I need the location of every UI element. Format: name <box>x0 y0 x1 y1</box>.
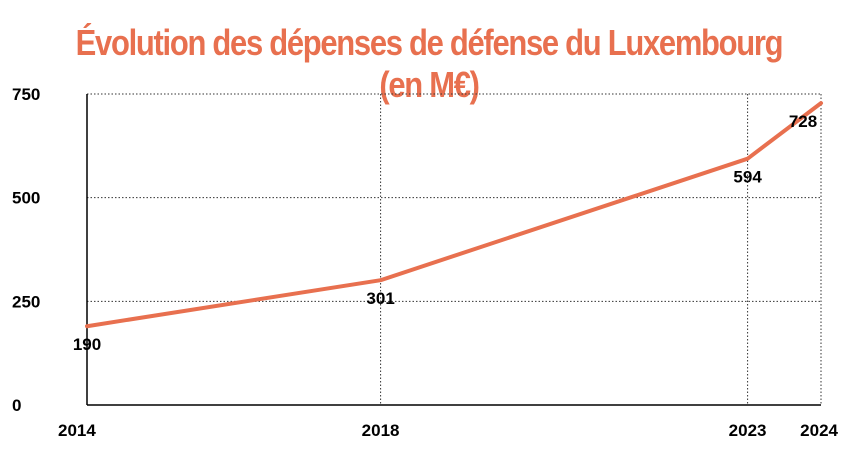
chart-title: Évolution des dépenses de défense du Lux… <box>75 22 784 105</box>
x-tick-labels: 2014 2018 2023 2024 <box>58 421 839 440</box>
series-line-0 <box>85 101 823 329</box>
y-tick-label: 0 <box>12 396 21 415</box>
y-tick-label: 750 <box>12 85 40 104</box>
data-labels: 190 301 594 728 <box>73 112 817 354</box>
y-tick-labels: 0 250 500 750 <box>12 85 40 415</box>
data-label: 594 <box>733 168 762 187</box>
y-tick-label: 500 <box>12 189 40 208</box>
x-tick-label: 2018 <box>362 421 400 440</box>
axes <box>86 94 821 406</box>
data-label: 190 <box>73 335 101 354</box>
data-label: 301 <box>366 289 394 308</box>
grid-lines <box>87 93 822 405</box>
x-tick-label: 2014 <box>58 421 96 440</box>
data-label: 728 <box>789 112 817 131</box>
x-tick-label: 2024 <box>800 421 838 440</box>
series-lines <box>85 101 823 329</box>
y-tick-label: 250 <box>12 292 40 311</box>
x-tick-label: 2023 <box>729 421 767 440</box>
